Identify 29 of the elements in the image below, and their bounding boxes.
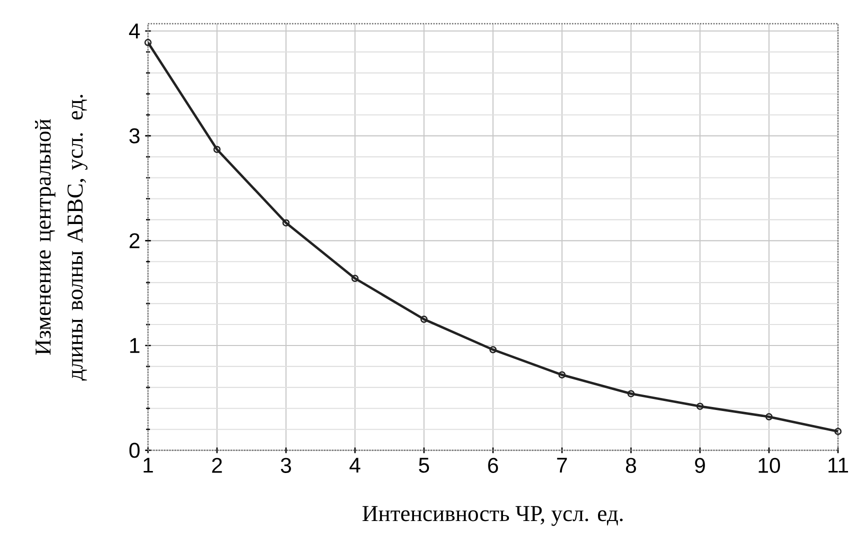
point: [213, 146, 221, 154]
x-tick-label: 10: [758, 458, 780, 473]
point: [765, 413, 773, 420]
x-tick-label: 9: [695, 458, 705, 473]
point: [282, 219, 290, 226]
y-tick-label: 4: [129, 24, 140, 38]
x-tick-label: 4: [350, 458, 360, 473]
y-tick-label: 0: [129, 442, 140, 458]
point: [627, 390, 635, 398]
x-tick-label: 7: [557, 458, 567, 473]
y-tick-label: 3: [129, 128, 140, 144]
point: [558, 371, 566, 378]
x-tick-label: 3: [280, 458, 291, 473]
point: [351, 274, 359, 282]
x-tick-label: 2: [212, 458, 222, 473]
y-tick-label: 2: [130, 233, 140, 248]
x-tick-label: 6: [488, 458, 498, 473]
y-axis-title: Изменение центральной длины волны АБВС, усл. ед.: [35, 94, 88, 381]
point: [834, 428, 842, 436]
point: [489, 346, 497, 354]
x-tick-label: 5: [418, 458, 430, 473]
point: [696, 402, 704, 410]
x-tick-label: 8: [626, 458, 636, 473]
point: [144, 38, 152, 46]
x-tick-label: 11: [828, 458, 848, 473]
point: [420, 316, 428, 323]
y-tick-label: 1: [130, 338, 140, 353]
x-axis-title: Интенсивность ЧР, усл. ед.: [362, 506, 623, 526]
x-tick-label: 1: [144, 458, 153, 473]
